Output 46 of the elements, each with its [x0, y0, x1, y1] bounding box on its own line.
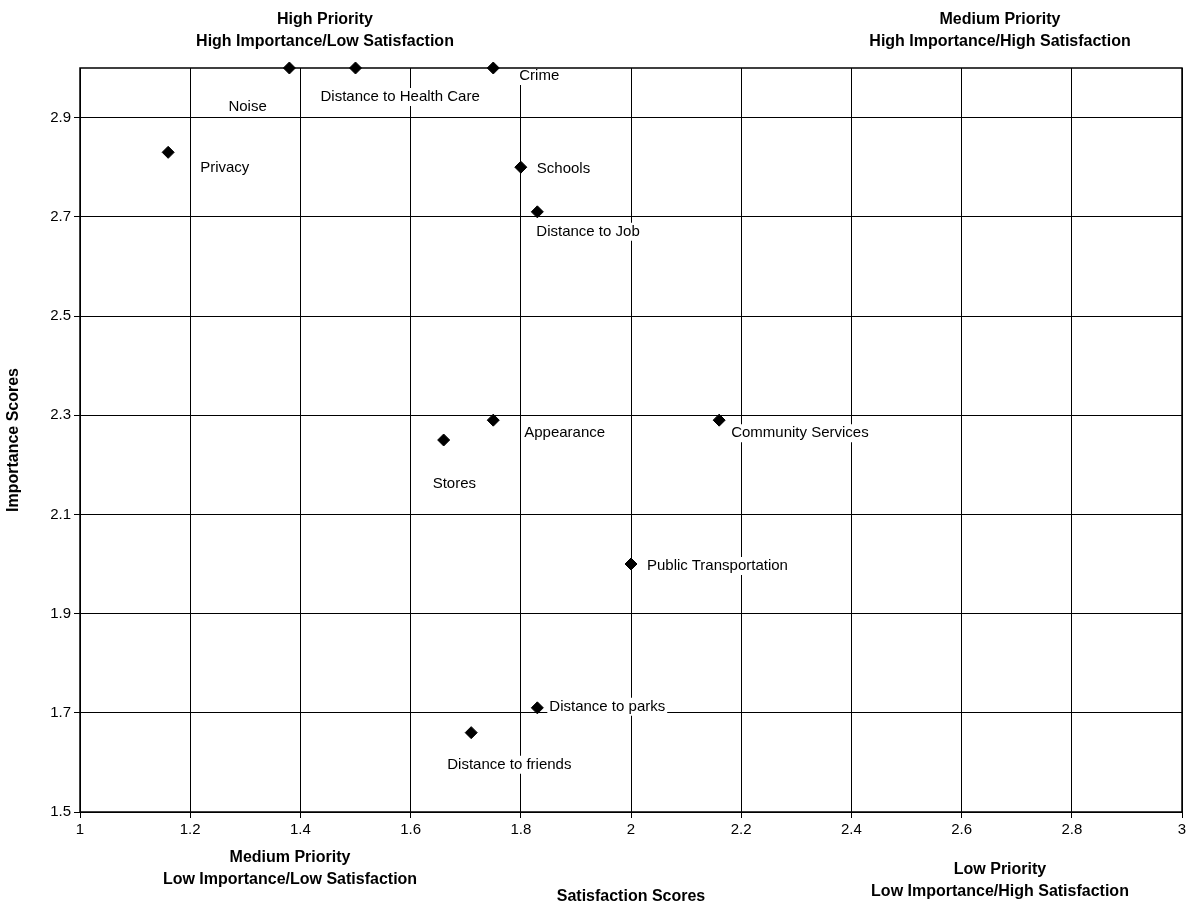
x-tick-label: 2: [626, 820, 636, 838]
annotation: Distance to parks: [549, 696, 666, 714]
text: Low Priority Low Importance/High Satisfaction: [871, 859, 1129, 901]
point: [712, 413, 726, 427]
point: [624, 557, 638, 571]
x-tick-label: 1.2: [179, 820, 201, 838]
y-tick-label: 1.9: [50, 603, 71, 621]
x-tick-label: 1.4: [289, 820, 311, 838]
annotation: Noise: [228, 97, 267, 115]
annotation: Crime: [519, 66, 560, 84]
annotation: Stores: [432, 474, 477, 492]
point: [514, 160, 528, 174]
point: [530, 205, 544, 219]
x-tick-label: 2.4: [840, 820, 862, 838]
x-tick-label: 2.8: [1061, 820, 1083, 838]
y-tick-label: 2.1: [50, 504, 71, 522]
point: [530, 701, 544, 715]
point: [437, 433, 451, 447]
annotation: Distance to Job: [536, 221, 640, 239]
text: Medium Priority Low Importance/Low Satisfaction: [162, 847, 418, 889]
annotation: Distance to Health Care: [320, 87, 480, 105]
point: [464, 726, 478, 740]
point: [486, 413, 500, 427]
y-tick-label: 2.5: [50, 306, 71, 324]
text: High Priority High Importance/Low Satisfaction: [196, 9, 454, 51]
x-tick-label: 1.8: [510, 820, 532, 838]
y-tick-label: 1.7: [50, 702, 71, 720]
annotation: Community Services: [731, 423, 869, 441]
annotation: Distance to friends: [447, 754, 572, 772]
x-tick-label: 3: [1177, 820, 1187, 838]
x-tick-label: 2.2: [730, 820, 752, 838]
y-tick-label: 2.3: [50, 405, 71, 423]
annotation: Public Transportation: [647, 556, 788, 574]
y-tick-label: 2.9: [50, 107, 71, 125]
y-tick-label: 1.5: [50, 802, 71, 820]
point: [161, 145, 175, 159]
annotation: Appearance: [524, 423, 606, 441]
x-tick-label: 1.6: [400, 820, 422, 838]
x-tick-label: 1: [75, 820, 85, 838]
text: Medium Priority High Importance/High Satisfaction: [869, 9, 1131, 51]
x-tick-label: 2.6: [951, 820, 973, 838]
y-tick-label: 2.7: [50, 206, 71, 224]
y-axis-title: Importance Scores: [4, 367, 22, 513]
annotation: Privacy: [200, 158, 250, 176]
annotation: Schools: [536, 159, 591, 177]
x-axis-title: Satisfaction Scores: [556, 886, 706, 904]
